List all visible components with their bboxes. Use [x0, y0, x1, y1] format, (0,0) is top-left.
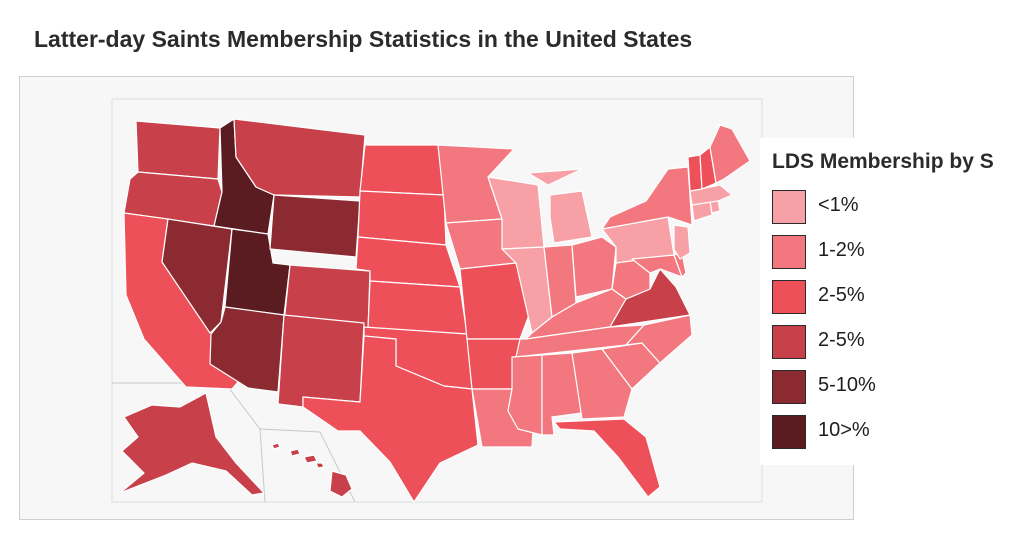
alaska-inset-border [112, 382, 266, 503]
legend-title: LDS Membership by S [772, 150, 994, 173]
legend-item-over-10: 10>% [772, 415, 1034, 449]
state-new-york[interactable] [601, 166, 693, 230]
legend-label: 2-5% [818, 284, 865, 306]
state-maryland[interactable] [631, 254, 683, 278]
legend-item-2-5-light: 2-5% [772, 280, 1034, 314]
state-hawaii[interactable] [271, 442, 353, 498]
legend-swatch [772, 370, 806, 404]
state-washington[interactable] [135, 120, 221, 180]
state-alaska[interactable] [119, 392, 265, 496]
legend-swatch [772, 280, 806, 314]
state-new-mexico[interactable] [277, 314, 365, 408]
legend-swatch [772, 415, 806, 449]
state-maine[interactable] [709, 124, 751, 184]
state-michigan[interactable] [527, 168, 593, 244]
legend-label: <1% [818, 194, 859, 216]
state-north-carolina[interactable] [625, 314, 693, 364]
state-wyoming[interactable] [269, 194, 361, 258]
state-ohio[interactable] [571, 236, 617, 298]
state-georgia[interactable] [571, 348, 633, 420]
state-north-dakota[interactable] [359, 144, 445, 196]
legend-item-5-10: 5-10% [772, 370, 1034, 404]
state-nevada[interactable] [161, 218, 233, 334]
state-massachusetts[interactable] [689, 184, 733, 206]
legend-swatch [772, 325, 806, 359]
state-nebraska[interactable] [355, 236, 461, 288]
us-map [111, 98, 763, 503]
legend: LDS Membership by S <1% 1-2% 2-5% 2-5% 5… [760, 138, 1034, 465]
legend-label: 5-10% [818, 374, 876, 396]
state-florida[interactable] [553, 418, 661, 498]
states-layer [119, 118, 751, 503]
legend-item-under-1: <1% [772, 190, 1034, 224]
map-inner-border [111, 98, 763, 503]
state-missouri[interactable] [459, 262, 533, 340]
map-panel [19, 76, 854, 520]
legend-label: 1-2% [818, 239, 865, 261]
legend-swatch [772, 235, 806, 269]
state-south-dakota[interactable] [357, 190, 447, 246]
legend-item-2-5-dark: 2-5% [772, 325, 1034, 359]
state-kansas[interactable] [367, 280, 468, 335]
legend-swatch [772, 190, 806, 224]
legend-label: 2-5% [818, 329, 865, 351]
legend-label: 10>% [818, 419, 870, 441]
map-title: Latter-day Saints Membership Statistics … [34, 26, 693, 52]
state-texas[interactable] [302, 335, 479, 503]
legend-item-1-2: 1-2% [772, 235, 1034, 269]
state-new-jersey[interactable] [673, 224, 691, 260]
